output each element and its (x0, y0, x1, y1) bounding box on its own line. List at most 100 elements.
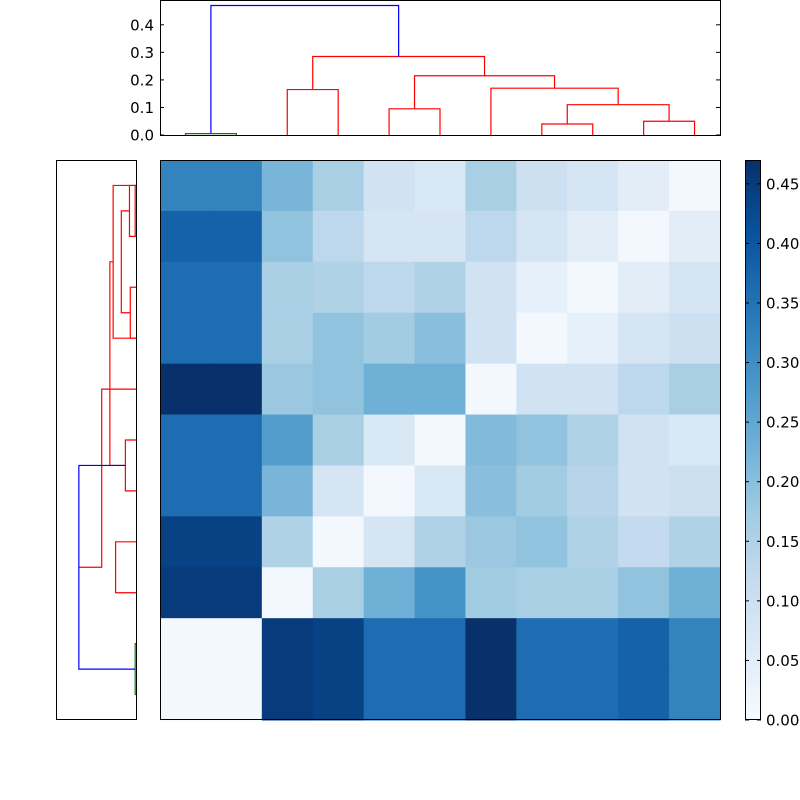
heatmap-cell (312, 465, 365, 517)
dendrogram-link (124, 439, 136, 492)
colorbar-tick-label: 0.25 (766, 414, 799, 432)
heatmap-cell (210, 414, 263, 466)
heatmap-cell (669, 363, 721, 416)
heatmap-cell (618, 414, 670, 466)
heatmap-cell (669, 567, 721, 619)
heatmap-cell (160, 261, 212, 314)
heatmap-cell (669, 312, 721, 365)
dendrogram-link (286, 88, 339, 135)
heatmap-cell (465, 363, 517, 416)
heatmap-cell (516, 618, 568, 670)
heatmap-cell (669, 465, 721, 517)
dendrogram-link (541, 123, 594, 135)
left-dendrogram (78, 184, 136, 696)
heatmap-cell (210, 669, 263, 721)
y-tick-label: 0.3 (130, 44, 154, 62)
heatmap-cell (516, 160, 568, 212)
heatmap-cell (160, 160, 212, 212)
heatmap-cell (210, 210, 263, 263)
dendrogram-link (114, 541, 136, 594)
heatmap-cell (210, 567, 263, 619)
dendrogram-link (643, 120, 696, 135)
dendrogram-link (78, 388, 136, 568)
heatmap-cell (210, 160, 263, 212)
heatmap-cell (261, 210, 314, 263)
heatmap-cell (516, 363, 568, 416)
heatmap-cell (567, 210, 619, 263)
heatmap-cell (261, 312, 314, 365)
heatmap-cell (210, 516, 263, 568)
heatmap-cell (414, 363, 466, 416)
heatmap-cell (160, 669, 212, 721)
colorbar-tick-label: 0.05 (766, 652, 799, 670)
heatmap-cell (210, 261, 263, 314)
heatmap-cell (618, 516, 670, 568)
heatmap-cell (618, 567, 670, 619)
dendrogram-link (490, 87, 619, 135)
heatmap-cell (160, 516, 212, 568)
heatmap-grid (160, 160, 721, 721)
heatmap-cell (516, 312, 568, 365)
heatmap-cell (160, 312, 212, 365)
colorbar-tick-label: 0.30 (766, 354, 799, 372)
heatmap-cell (669, 618, 721, 670)
heatmap-cell (160, 465, 212, 517)
heatmap-cell (567, 567, 619, 619)
heatmap-cell (312, 363, 365, 416)
dendrogram-link (78, 464, 136, 670)
dendrogram-link (134, 184, 136, 237)
heatmap-cell (414, 210, 466, 263)
colorbar-tick-label: 0.20 (766, 473, 799, 491)
colorbar-tick-label: 0.45 (766, 175, 799, 193)
heatmap-cell (567, 261, 619, 314)
dendrogram-link (210, 4, 400, 134)
heatmap-cell (567, 312, 619, 365)
y-tick-label: 0.2 (130, 71, 154, 89)
top-dendrogram-y-axis: 0.0 0.1 0.2 0.3 0.4 (130, 16, 720, 145)
heatmap-cell (669, 669, 721, 721)
heatmap-cell (261, 669, 314, 721)
heatmap-cell (618, 465, 670, 517)
heatmap-cell (414, 516, 466, 568)
heatmap-cell (465, 414, 517, 466)
heatmap-cell (567, 414, 619, 466)
dendrogram-link (184, 133, 237, 135)
heatmap-cell (363, 618, 416, 670)
heatmap-cell (414, 414, 466, 466)
heatmap-cell (516, 669, 568, 721)
heatmap-cell (414, 465, 466, 517)
heatmap-cell (312, 516, 365, 568)
heatmap-cell (465, 567, 517, 619)
heatmap-cell (312, 160, 365, 212)
heatmap-cell (414, 160, 466, 212)
heatmap-cell (160, 210, 212, 263)
dendrogram-link (388, 108, 441, 135)
heatmap-cell (363, 160, 416, 212)
heatmap-cell (465, 465, 517, 517)
heatmap-cell (312, 210, 365, 263)
top-dendrogram-frame (160, 0, 721, 136)
heatmap-cell (312, 414, 365, 466)
heatmap-cell (312, 567, 365, 619)
heatmap-cell (516, 567, 568, 619)
y-tick-label: 0.0 (130, 127, 154, 145)
dendrogram-link (312, 55, 486, 90)
heatmap-cell (669, 160, 721, 212)
heatmap-cell (567, 363, 619, 416)
heatmap-cell (618, 312, 670, 365)
heatmap-cell (669, 261, 721, 314)
heatmap-cell (669, 516, 721, 568)
colorbar-tick-label: 0.15 (766, 533, 799, 551)
heatmap-cell (567, 516, 619, 568)
heatmap-cell (261, 414, 314, 466)
heatmap-cell (618, 210, 670, 263)
heatmap-cell (465, 210, 517, 263)
heatmap-cell (261, 261, 314, 314)
heatmap-cell (414, 567, 466, 619)
heatmap-cell (160, 414, 212, 466)
dendrogram-link (134, 643, 136, 696)
heatmap-cell (669, 210, 721, 263)
colorbar (745, 160, 761, 720)
dendrogram-link (112, 184, 136, 339)
heatmap-cell (618, 261, 670, 314)
